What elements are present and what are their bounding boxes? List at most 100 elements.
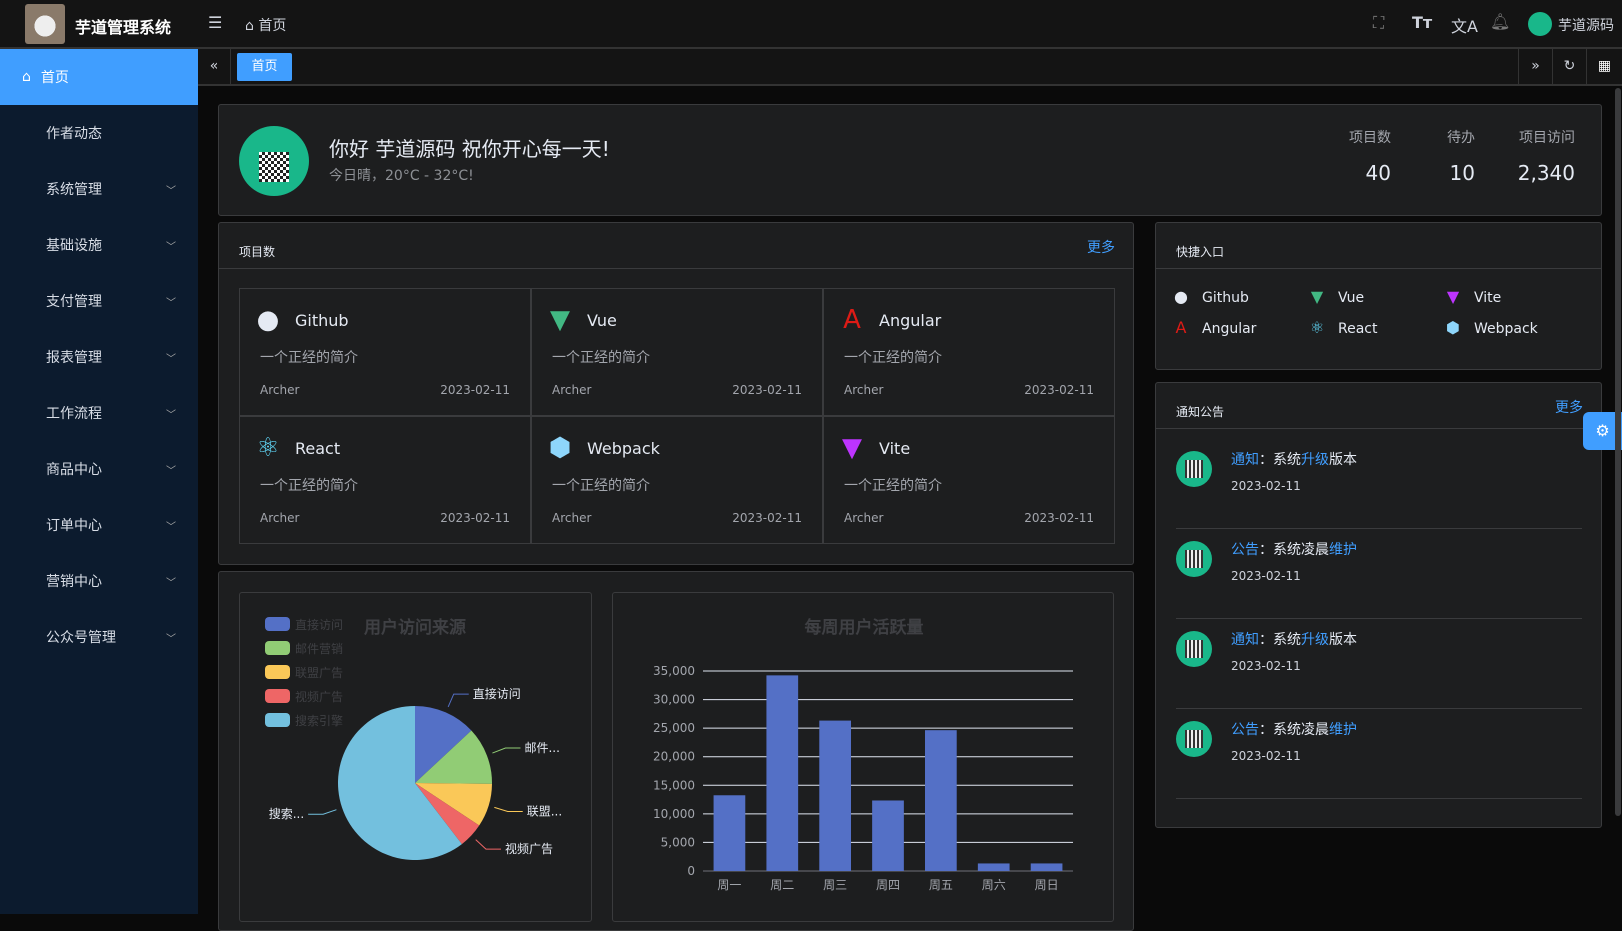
fullscreen-icon[interactable]: ⛶ bbox=[1373, 13, 1385, 32]
notice-date: 2023-02-11 bbox=[1231, 479, 1301, 493]
legend-swatch[interactable] bbox=[265, 713, 290, 727]
pie-label-line bbox=[475, 839, 501, 850]
project-card[interactable]: A Angular 一个正经的简介 Archer 2023-02-11 bbox=[823, 288, 1115, 416]
quick-entry-item[interactable]: ⚛ React bbox=[1308, 320, 1378, 338]
tab-bar: « 首页 » ↻ ▦ bbox=[198, 49, 1622, 86]
quick-entry-label: Angular bbox=[1202, 321, 1257, 337]
bar[interactable] bbox=[1030, 863, 1063, 871]
legend-label[interactable]: 直接访问 bbox=[295, 617, 343, 632]
y-tick-label: 0 bbox=[687, 864, 695, 878]
notice-type: 通知 bbox=[1231, 632, 1259, 648]
menu-collapse-icon[interactable]: ☰ bbox=[208, 13, 223, 32]
pie-chart: 用户访问来源直接访问邮件营销联盟广告视频广告搜索引擎直接访问邮件...联盟...… bbox=[265, 617, 562, 860]
tabs-scroll-left-button[interactable]: « bbox=[198, 49, 231, 84]
bar[interactable] bbox=[872, 800, 904, 871]
pie-slice[interactable] bbox=[415, 706, 472, 783]
project-desc: 一个正经的简介 bbox=[552, 478, 650, 494]
project-card[interactable]: ⬢ Webpack 一个正经的简介 Archer 2023-02-11 bbox=[531, 416, 823, 544]
sidebar-item[interactable]: 营销中心 ﹀ bbox=[0, 553, 198, 609]
project-name: React bbox=[295, 439, 341, 458]
notice-title: 公告：系统凌晨维护 bbox=[1231, 542, 1357, 558]
legend-swatch[interactable] bbox=[265, 641, 290, 655]
sidebar-item-label: 商品中心 bbox=[46, 462, 102, 478]
font-size-icon[interactable]: Tт bbox=[1412, 13, 1433, 32]
refresh-icon[interactable]: ↻ bbox=[1552, 49, 1586, 84]
legend-label[interactable]: 搜索引擎 bbox=[295, 713, 343, 728]
projects-more-link[interactable]: 更多 bbox=[1087, 240, 1115, 256]
tab-home[interactable]: 首页 bbox=[237, 53, 292, 81]
sidebar-item[interactable]: ⌂ 首页 bbox=[0, 49, 198, 105]
legend-swatch[interactable] bbox=[265, 617, 290, 631]
sidebar-item[interactable]: 商品中心 ﹀ bbox=[0, 441, 198, 497]
projects-title: 项目数 bbox=[239, 245, 276, 259]
pie-slice[interactable] bbox=[415, 783, 492, 826]
bell-icon[interactable]: 🔔︎ bbox=[1490, 12, 1511, 31]
pie-slice[interactable] bbox=[338, 706, 462, 860]
bar[interactable] bbox=[925, 730, 957, 871]
legend-label[interactable]: 视频广告 bbox=[295, 689, 343, 704]
pie-slice[interactable] bbox=[415, 730, 492, 784]
x-tick-label: 周一 bbox=[717, 878, 741, 892]
pie-slice[interactable] bbox=[415, 783, 480, 845]
project-name: Github bbox=[295, 311, 349, 330]
sidebar-item[interactable]: 公众号管理 ﹀ bbox=[0, 609, 198, 665]
logo bbox=[25, 4, 65, 44]
bar[interactable] bbox=[713, 795, 746, 871]
project-card[interactable]: ● Github 一个正经的简介 Archer 2023-02-11 bbox=[239, 288, 531, 416]
breadcrumb[interactable]: ⌂ 首页 bbox=[245, 15, 286, 35]
quick-entry-item[interactable]: ▼ Vue bbox=[1308, 289, 1364, 307]
sidebar-item[interactable]: 基础设施 ﹀ bbox=[0, 217, 198, 273]
sidebar-item[interactable]: 作者动态 bbox=[0, 105, 198, 161]
notice-item[interactable]: 通知：系统升级版本 2023-02-11 bbox=[1176, 439, 1582, 529]
notice-text: 系统凌晨 bbox=[1273, 542, 1329, 558]
translate-icon[interactable]: 文A bbox=[1451, 17, 1478, 36]
user-avatar[interactable] bbox=[1528, 12, 1552, 36]
project-card[interactable]: ▼ Vite 一个正经的简介 Archer 2023-02-11 bbox=[823, 416, 1115, 544]
sidebar-item[interactable]: 支付管理 ﹀ bbox=[0, 273, 198, 329]
chevron-down-icon: ﹀ bbox=[166, 185, 176, 197]
grid-menu-icon[interactable]: ▦ bbox=[1586, 49, 1622, 84]
sidebar-item-label: 工作流程 bbox=[46, 406, 102, 422]
notices-more-link[interactable]: 更多 bbox=[1555, 400, 1583, 416]
notice-avatar bbox=[1176, 541, 1212, 577]
quick-entry-item[interactable]: A Angular bbox=[1172, 320, 1257, 338]
projects-card: 项目数 更多 ● Github 一个正经的简介 Archer 2023-02-11 ▼ Vu… bbox=[218, 222, 1134, 565]
stat-value: 10 bbox=[1449, 161, 1475, 185]
project-card[interactable]: ⚛ React 一个正经的简介 Archer 2023-02-11 bbox=[239, 416, 531, 544]
notice-date: 2023-02-11 bbox=[1231, 569, 1301, 583]
legend-label[interactable]: 联盟广告 bbox=[295, 666, 343, 680]
x-tick-label: 周三 bbox=[823, 878, 847, 892]
user-name[interactable]: 芋道源码 bbox=[1558, 18, 1614, 34]
y-tick-label: 30,000 bbox=[653, 693, 695, 707]
tabs-scroll-right-button[interactable]: » bbox=[1518, 49, 1552, 84]
scrollbar[interactable] bbox=[1615, 88, 1621, 816]
sidebar-item[interactable]: 订单中心 ﹀ bbox=[0, 497, 198, 553]
quick-entry-item[interactable]: ⬢ Webpack bbox=[1444, 320, 1538, 338]
sidebar-item[interactable]: 报表管理 ﹀ bbox=[0, 329, 198, 385]
chevron-down-icon: ﹀ bbox=[166, 241, 176, 253]
sidebar-item[interactable]: 工作流程 ﹀ bbox=[0, 385, 198, 441]
vite-icon: ▼ bbox=[1446, 287, 1460, 306]
legend-label[interactable]: 邮件营销 bbox=[295, 642, 343, 656]
pie-label: 邮件... bbox=[524, 741, 559, 755]
weather: 今日晴，20°C - 32°C! bbox=[329, 168, 474, 184]
quick-entry-item[interactable]: ● Github bbox=[1172, 289, 1249, 307]
legend-swatch[interactable] bbox=[265, 665, 290, 679]
stat-label: 项目数 bbox=[1349, 130, 1391, 146]
bar[interactable] bbox=[819, 720, 851, 871]
project-author: Archer bbox=[844, 511, 884, 525]
bar[interactable] bbox=[977, 863, 1010, 871]
stat-label: 待办 bbox=[1447, 130, 1475, 146]
sidebar-item[interactable]: 系统管理 ﹀ bbox=[0, 161, 198, 217]
y-tick-label: 5,000 bbox=[661, 835, 695, 849]
project-author: Archer bbox=[260, 511, 300, 525]
project-card[interactable]: ▼ Vue 一个正经的简介 Archer 2023-02-11 bbox=[531, 288, 823, 416]
notice-item[interactable]: 公告：系统凌晨维护 2023-02-11 bbox=[1176, 709, 1582, 799]
chevron-down-icon: ﹀ bbox=[166, 577, 176, 589]
notice-type: 通知 bbox=[1231, 452, 1259, 468]
quick-entry-item[interactable]: ▼ Vite bbox=[1444, 289, 1501, 307]
legend-swatch[interactable] bbox=[265, 689, 290, 703]
notice-item[interactable]: 通知：系统升级版本 2023-02-11 bbox=[1176, 619, 1582, 709]
bar[interactable] bbox=[766, 675, 799, 871]
notice-item[interactable]: 公告：系统凌晨维护 2023-02-11 bbox=[1176, 529, 1582, 619]
